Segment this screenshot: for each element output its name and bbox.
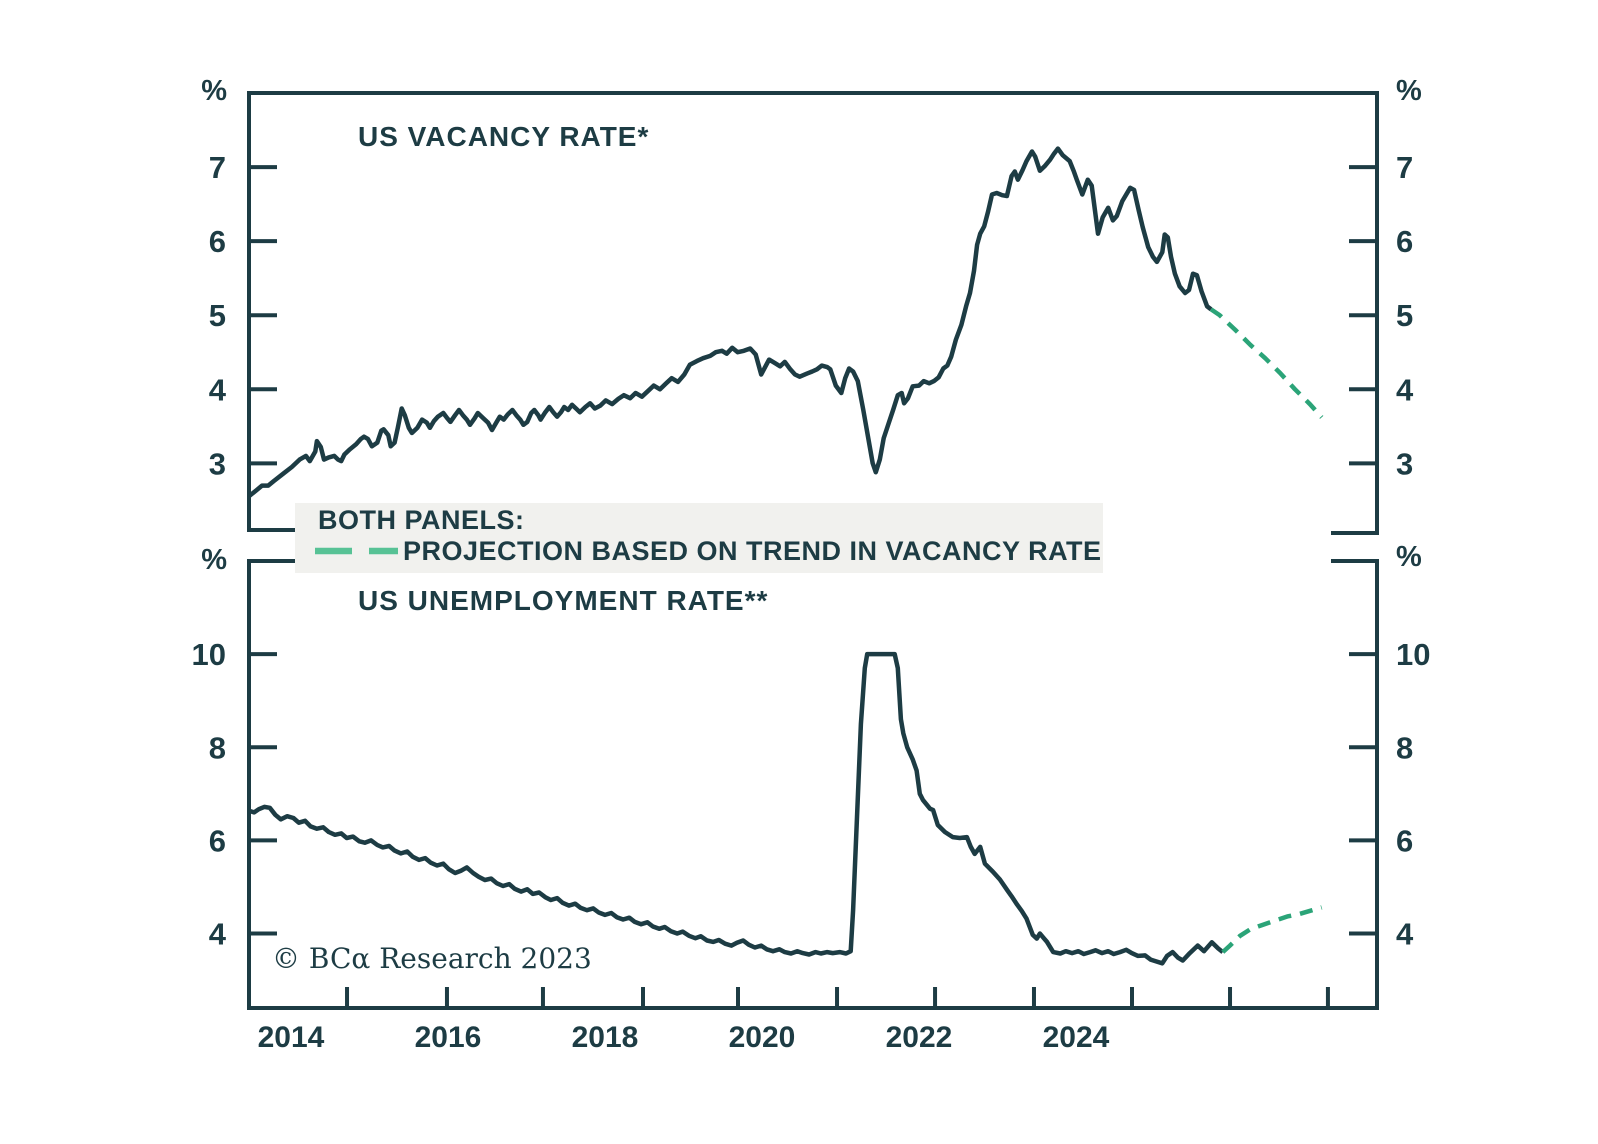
- vacancy-rate-projection-line: [1209, 307, 1324, 419]
- x-tick-label: 2018: [572, 1021, 639, 1054]
- y-tick-label: 3: [1396, 446, 1413, 481]
- top-panel-frame: [247, 91, 1379, 535]
- x-tick-label: 2014: [258, 1021, 325, 1054]
- y-tick-label: 4: [1396, 372, 1414, 407]
- bottom-right-unit-label: %: [1396, 541, 1422, 573]
- copyright-notice: © BCα Research 2023: [272, 942, 592, 975]
- vacancy-rate-historical-line: [247, 146, 1213, 498]
- y-axis-ticks: 7 7 6 6 5 5 4 4 3 3 10 10 8 8 6 6 4 4: [192, 150, 1431, 951]
- y-tick-label: 8: [209, 730, 226, 765]
- x-axis-ticks: [345, 987, 1330, 1008]
- y-tick-label: 4: [209, 917, 227, 952]
- bottom-panel-frame: [247, 559, 1379, 1010]
- legend-projection-label: PROJECTION BASED ON TREND IN VACANCY RAT…: [403, 536, 1102, 566]
- y-tick-label: 6: [209, 224, 226, 259]
- x-tick-label: 2020: [729, 1021, 796, 1054]
- bottom-left-unit-label: %: [201, 544, 227, 576]
- y-tick-label: 5: [209, 298, 226, 333]
- y-tick-label: 7: [1396, 150, 1413, 185]
- unemployment-rate-historical-line: [247, 651, 1225, 966]
- y-tick-label: 4: [209, 372, 227, 407]
- top-panel-title: US VACANCY RATE*: [358, 121, 649, 152]
- y-tick-label: 3: [209, 446, 226, 481]
- legend-box: [295, 503, 1103, 573]
- legend-title: BOTH PANELS:: [318, 505, 525, 535]
- y-tick-label: 10: [1396, 637, 1430, 672]
- y-tick-label: 6: [1396, 823, 1413, 858]
- y-tick-label: 6: [209, 823, 226, 858]
- x-tick-label: 2022: [886, 1021, 953, 1054]
- y-tick-label: 4: [1396, 917, 1414, 952]
- top-left-unit-label: %: [201, 75, 227, 107]
- x-axis-labels: 2014 2016 2018 2020 2022 2024: [258, 1021, 1110, 1054]
- y-tick-label: 5: [1396, 298, 1413, 333]
- y-tick-label: 8: [1396, 730, 1413, 765]
- y-tick-label: 10: [192, 637, 226, 672]
- y-tick-label: 6: [1396, 224, 1413, 259]
- unemployment-rate-projection-line: [1221, 905, 1323, 954]
- y-tick-label: 7: [209, 150, 226, 185]
- top-right-unit-label: %: [1396, 75, 1422, 107]
- chart-series: [247, 146, 1324, 966]
- bottom-panel-title: US UNEMPLOYMENT RATE**: [358, 585, 768, 616]
- x-tick-label: 2024: [1043, 1021, 1110, 1054]
- x-tick-label: 2016: [415, 1021, 482, 1054]
